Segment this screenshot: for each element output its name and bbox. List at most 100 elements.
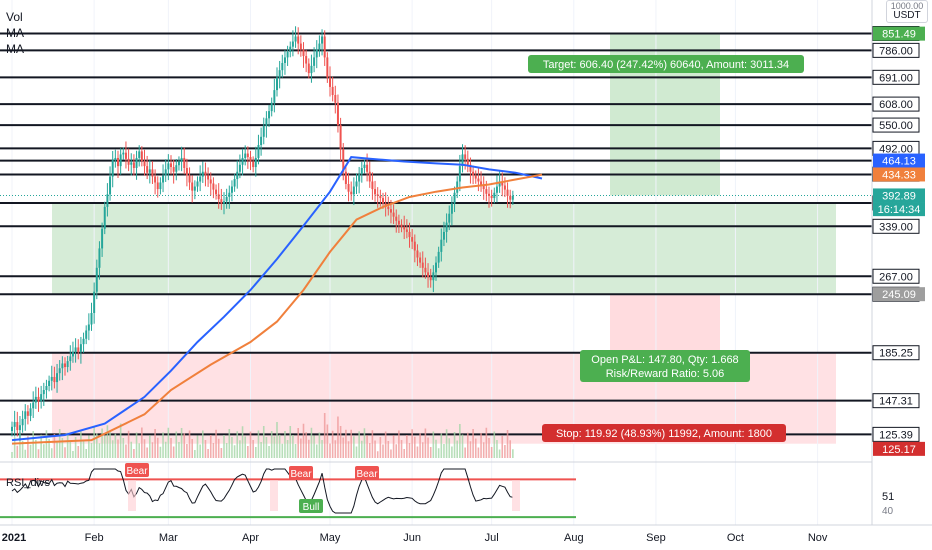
volume-bar (493, 431, 496, 458)
rsi-badge-bg (289, 466, 313, 480)
volume-bar (188, 430, 191, 458)
candle-body (403, 226, 406, 230)
candle-body (490, 195, 493, 199)
candle-body (24, 411, 27, 419)
volume-bar (355, 446, 358, 458)
candle-body (140, 151, 143, 162)
volume-bar (146, 447, 148, 458)
volume-bars (11, 413, 514, 458)
volume-bar (53, 434, 56, 458)
volume-bar (106, 425, 109, 458)
volume-bar (323, 413, 326, 458)
volume-bar (432, 431, 435, 458)
volume-bar (398, 430, 400, 458)
volume-bar (504, 445, 506, 458)
candle-body (432, 272, 435, 281)
candle-body (389, 209, 392, 213)
legend-vol[interactable]: Vol (6, 10, 23, 24)
level-label: 147.31 (879, 396, 913, 408)
time-label: Mar (159, 532, 178, 544)
volume-bar (350, 429, 352, 458)
price-badge (873, 167, 925, 182)
currency-code: USDT (893, 10, 921, 21)
volume-bar (501, 436, 504, 458)
candle-body (339, 125, 342, 150)
candle-body (103, 206, 106, 229)
volume-bar (19, 432, 21, 458)
volume-bar (498, 449, 501, 458)
candle-body (382, 198, 384, 204)
rsi-value-label: 51 (882, 491, 894, 503)
candle-body (302, 49, 305, 57)
target-label: Target: 606.40 (247.42%) 60640, Amount: … (528, 55, 804, 73)
price-badge (873, 441, 925, 456)
candle-body (429, 277, 432, 281)
volume-bar (321, 440, 323, 458)
volume-bar (292, 435, 294, 458)
volume-bar (225, 443, 228, 458)
candle-body (193, 186, 196, 191)
time-label: Oct (727, 532, 744, 544)
candle-body (334, 95, 337, 103)
volume-bar (69, 442, 72, 458)
candle-body (180, 157, 183, 162)
volume-bar (233, 445, 236, 458)
candle-body (241, 157, 244, 165)
candle-body (344, 171, 347, 184)
candle-body (164, 169, 167, 176)
candle-body (376, 194, 379, 196)
volume-bar (48, 439, 50, 458)
candle-body (204, 171, 207, 176)
volume-bar (82, 440, 85, 458)
rsi-bear-badge: Bear (355, 466, 379, 480)
volume-bar (151, 442, 154, 458)
volume-bar (300, 438, 302, 458)
level-box (872, 268, 920, 284)
legend: Vol MA MA (6, 9, 24, 57)
level-box (872, 426, 920, 442)
volume-bar (286, 440, 289, 458)
volume-bar (334, 440, 337, 458)
ma-slow-line (11, 156, 543, 442)
volume-bar (270, 431, 273, 458)
volume-bar (80, 431, 82, 458)
candle-body (400, 224, 403, 227)
candle-body (392, 212, 395, 217)
volume-bar (453, 432, 456, 458)
volume-bar (310, 427, 313, 458)
level-box (872, 218, 920, 234)
candle-body (480, 181, 483, 186)
candle-body (228, 192, 231, 197)
candle-body (93, 291, 96, 313)
volume-bar (361, 440, 363, 458)
volume-bar (443, 444, 445, 458)
pnl-label: Open P&L: 147.80, Qty: 1.668 Risk/Reward … (580, 350, 750, 382)
volume-bar (239, 440, 241, 458)
candle-body (217, 194, 220, 200)
candle-body (238, 164, 241, 172)
volume-bar (297, 428, 299, 458)
volume-bar (101, 428, 103, 458)
currency-label[interactable]: 1000.00 USDT (886, 0, 928, 23)
level-label: 185.25 (879, 348, 913, 360)
candle-body (151, 169, 154, 177)
candle-body (283, 57, 286, 63)
level-box (872, 117, 920, 133)
legend-ma-1[interactable]: MA (6, 26, 24, 40)
rsi-badge-bg (125, 463, 149, 477)
candle-body (127, 158, 130, 165)
candle-body (437, 251, 440, 263)
candle-body (450, 203, 453, 214)
position-zones (52, 33, 836, 444)
time-label: Jun (403, 532, 421, 544)
candle-body (138, 151, 141, 158)
legend-ma-2[interactable]: MA (6, 42, 24, 56)
candle-body (488, 193, 490, 196)
candle-body (397, 220, 400, 225)
time-label: Apr (242, 532, 259, 544)
volume-bar (419, 433, 421, 458)
candle-body (453, 192, 456, 204)
volume-bar (472, 429, 474, 458)
volume-bar (149, 435, 151, 458)
